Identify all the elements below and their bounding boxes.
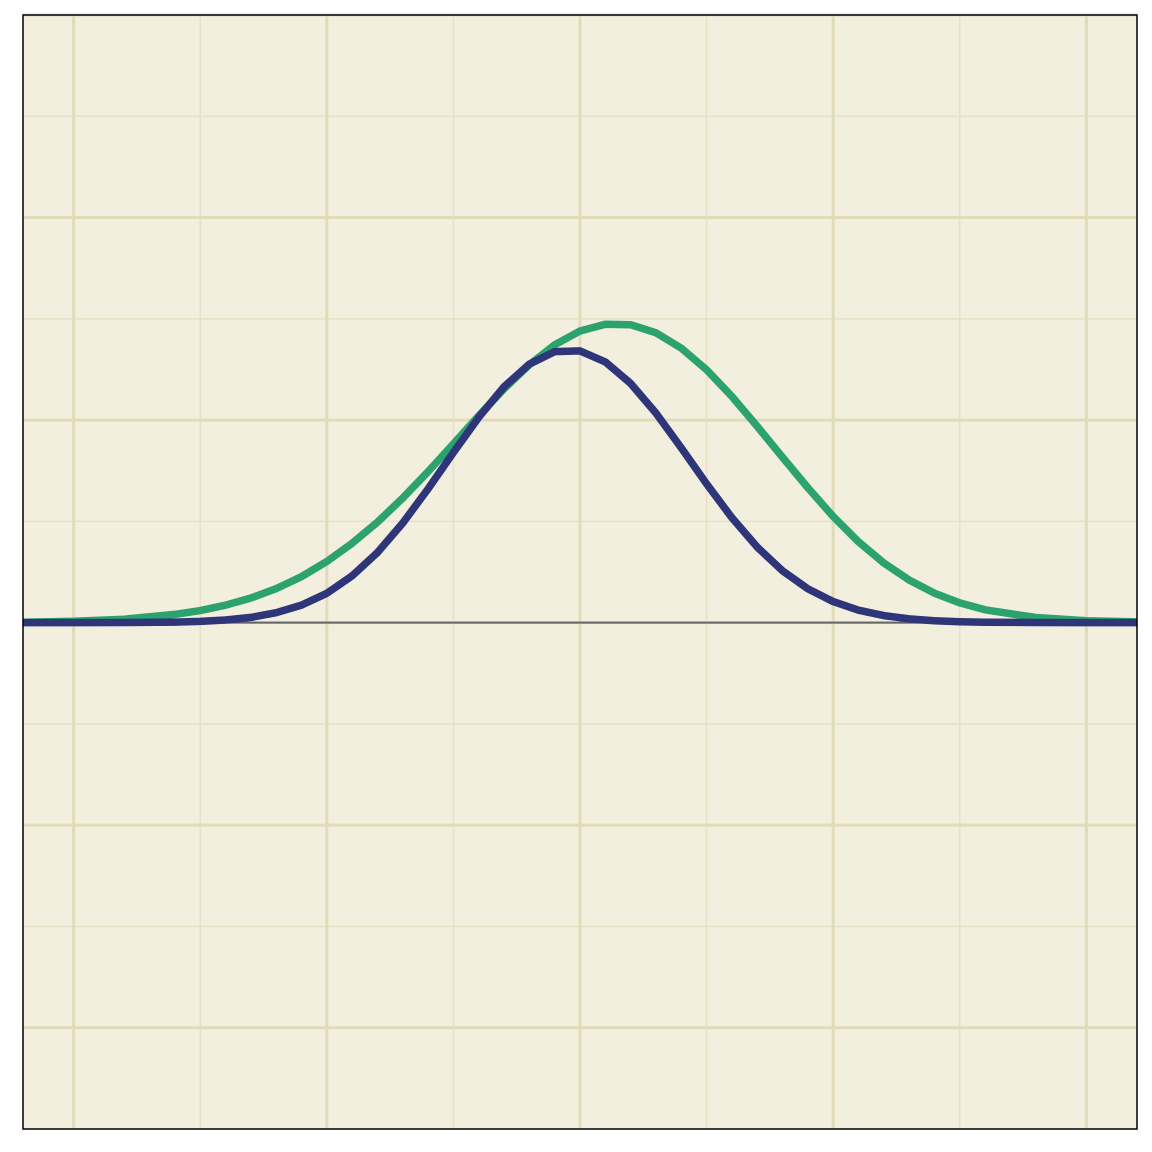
series-line-2 <box>23 347 1137 627</box>
plot-frame <box>22 14 1138 1130</box>
series-layer <box>22 320 1138 627</box>
series-line-1 <box>22 320 1138 626</box>
